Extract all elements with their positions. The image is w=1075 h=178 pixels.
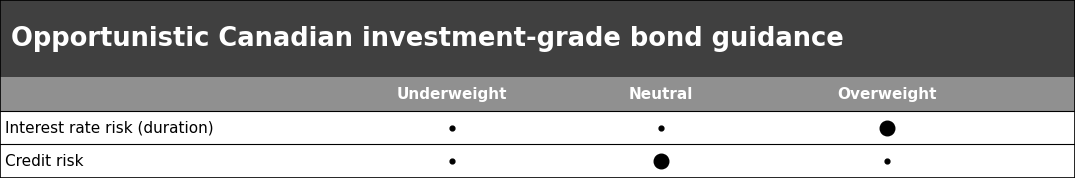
Point: [653, 160, 670, 163]
Point: [878, 160, 895, 163]
Text: Neutral: Neutral: [629, 87, 693, 102]
Point: [653, 126, 670, 129]
Point: [443, 160, 460, 163]
Bar: [0, 77, 1075, 111]
Text: Credit risk: Credit risk: [5, 154, 84, 169]
Point: [443, 126, 460, 129]
Text: Underweight: Underweight: [397, 87, 506, 102]
Text: Interest rate risk (duration): Interest rate risk (duration): [5, 120, 214, 135]
Bar: [0, 111, 1075, 144]
Bar: [0, 144, 1075, 178]
Text: Overweight: Overweight: [837, 87, 936, 102]
Bar: [0, 0, 1075, 77]
Point: [878, 126, 895, 129]
Text: Opportunistic Canadian investment-grade bond guidance: Opportunistic Canadian investment-grade …: [11, 26, 844, 52]
